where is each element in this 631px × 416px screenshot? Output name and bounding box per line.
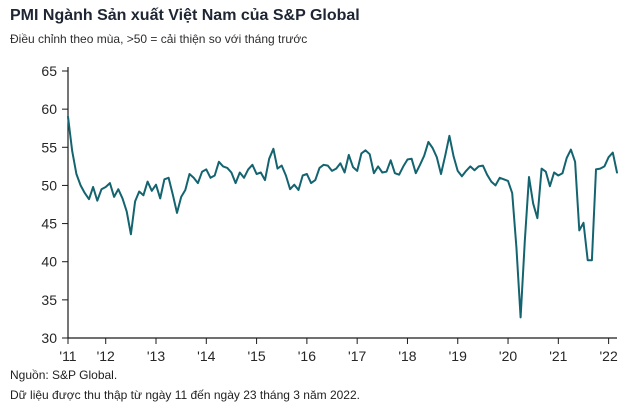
pmi-series-line (67, 115, 618, 319)
pmi-line-chart: 30 35 40 45 50 55 60 65 '11 '12 '13 '14 '15 '16 '17 '18… (41, 63, 618, 364)
y-axis-label: 55 (41, 139, 57, 155)
x-axis-label: '12 (97, 348, 115, 364)
y-axis-label: 50 (41, 177, 57, 193)
x-axis-label: '13 (147, 348, 165, 364)
y-axis-label: 30 (41, 330, 57, 346)
chart-subtitle: Điều chỉnh theo mùa, >50 = cải thiện so … (10, 32, 308, 46)
note-text: Dữ liệu được thu thập từ ngày 11 đến ngà… (10, 388, 360, 402)
chart-title: PMI Ngành Sản xuất Việt Nam của S&P Glob… (10, 7, 360, 24)
y-axis-label: 35 (41, 292, 57, 308)
y-axis-label: 65 (41, 63, 57, 79)
x-axis-label: '11 (59, 348, 76, 364)
x-axis-label: '21 (549, 348, 567, 364)
x-axis-label: '14 (197, 348, 215, 364)
x-axis-label: '20 (499, 348, 517, 364)
y-axis-label: 40 (41, 254, 57, 270)
y-axis-label: 45 (41, 216, 57, 232)
x-axis-label: '18 (398, 348, 416, 364)
x-axis-label: '22 (599, 348, 617, 364)
x-axis-label: '15 (247, 348, 265, 364)
x-axis-label: '16 (298, 348, 316, 364)
source-text: Nguồn: S&P Global. (10, 368, 118, 382)
x-axis-label: '17 (348, 348, 366, 364)
y-axis-label: 60 (41, 101, 57, 117)
axes (67, 67, 617, 339)
x-axis-label: '19 (449, 348, 467, 364)
